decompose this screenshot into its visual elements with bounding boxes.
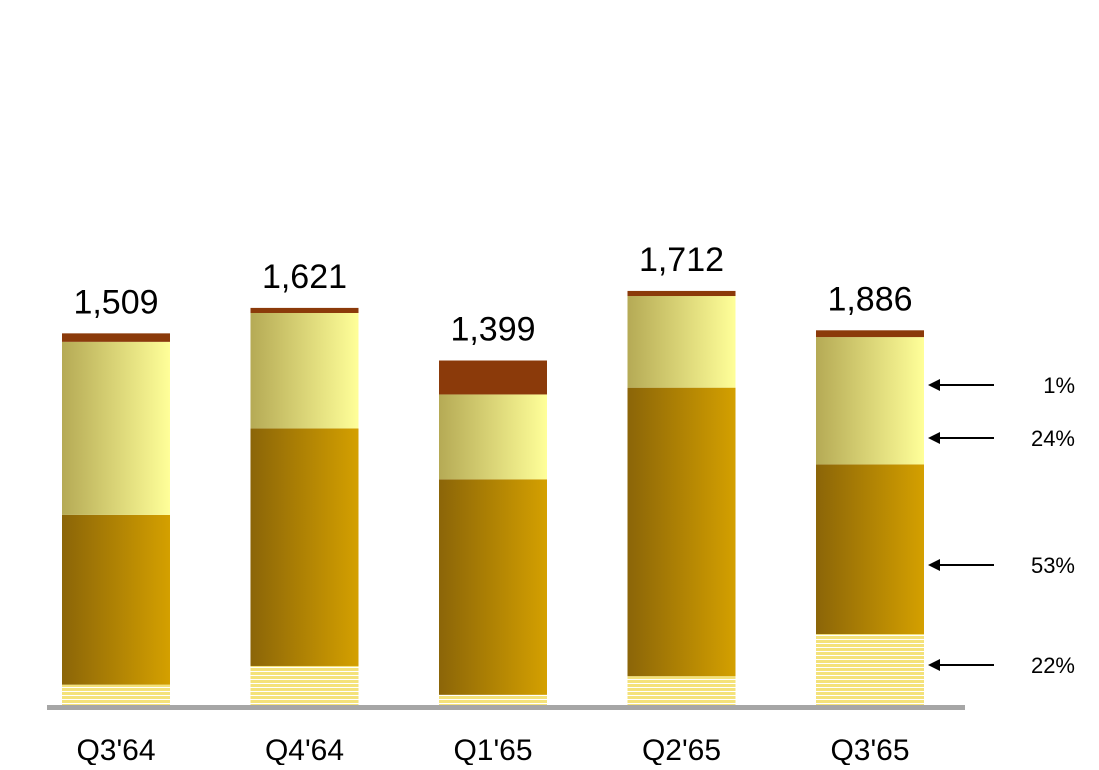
bar-segment-Q3'65-s3 — [816, 330, 924, 338]
category-label: Q1'65 — [453, 734, 532, 765]
bar-segment-Q1'65-s0 — [439, 694, 547, 705]
bar-segment-Q4'64-s1 — [250, 428, 359, 666]
total-label: 1,712 — [639, 241, 724, 279]
category-label: Q2'65 — [642, 734, 721, 765]
bar-segment-Q3'65-s0 — [816, 634, 924, 705]
bar-segment-Q1'65-s2 — [439, 394, 547, 480]
bar-segment-Q4'64-s0 — [250, 665, 359, 705]
bar-segment-Q2'65-s3 — [627, 290, 736, 297]
annotation-arrow-head — [928, 559, 940, 571]
bar-segment-Q2'65-s2 — [627, 296, 736, 388]
total-label: 1,509 — [73, 283, 158, 321]
bar-segment-Q3'64-s1 — [62, 514, 170, 685]
bar-segment-Q4'64-s2 — [250, 312, 359, 429]
annotation-arrow-head — [928, 659, 940, 671]
annotation-percent-label: 1% — [1043, 373, 1075, 398]
category-label: Q3'64 — [76, 734, 155, 765]
annotation-percent-label: 53% — [1031, 553, 1075, 578]
bar-segment-Q1'65-s1 — [439, 479, 547, 695]
annotation-arrow-head — [928, 379, 940, 391]
annotation-percent-label: 24% — [1031, 426, 1075, 451]
annotation-percent-label: 22% — [1031, 653, 1075, 678]
total-label: 1,399 — [450, 311, 535, 349]
bar-segment-Q1'65-s3 — [439, 360, 547, 395]
x-axis-baseline — [47, 705, 965, 710]
bar-segment-Q3'65-s2 — [816, 337, 924, 465]
total-label: 1,886 — [827, 280, 912, 318]
category-label: Q3'65 — [830, 734, 909, 765]
bar-segment-Q3'64-s0 — [62, 684, 170, 705]
bar-segment-Q3'64-s3 — [62, 333, 170, 342]
bar-segment-Q3'64-s2 — [62, 341, 170, 515]
bar-segment-Q2'65-s1 — [627, 387, 736, 677]
bar-segment-Q3'65-s1 — [816, 464, 924, 635]
category-label: Q4'64 — [265, 734, 344, 765]
bar-segment-Q2'65-s0 — [627, 676, 736, 705]
annotation-arrow-head — [928, 432, 940, 444]
total-label: 1,621 — [262, 258, 347, 296]
bar-segment-Q4'64-s3 — [250, 307, 359, 313]
